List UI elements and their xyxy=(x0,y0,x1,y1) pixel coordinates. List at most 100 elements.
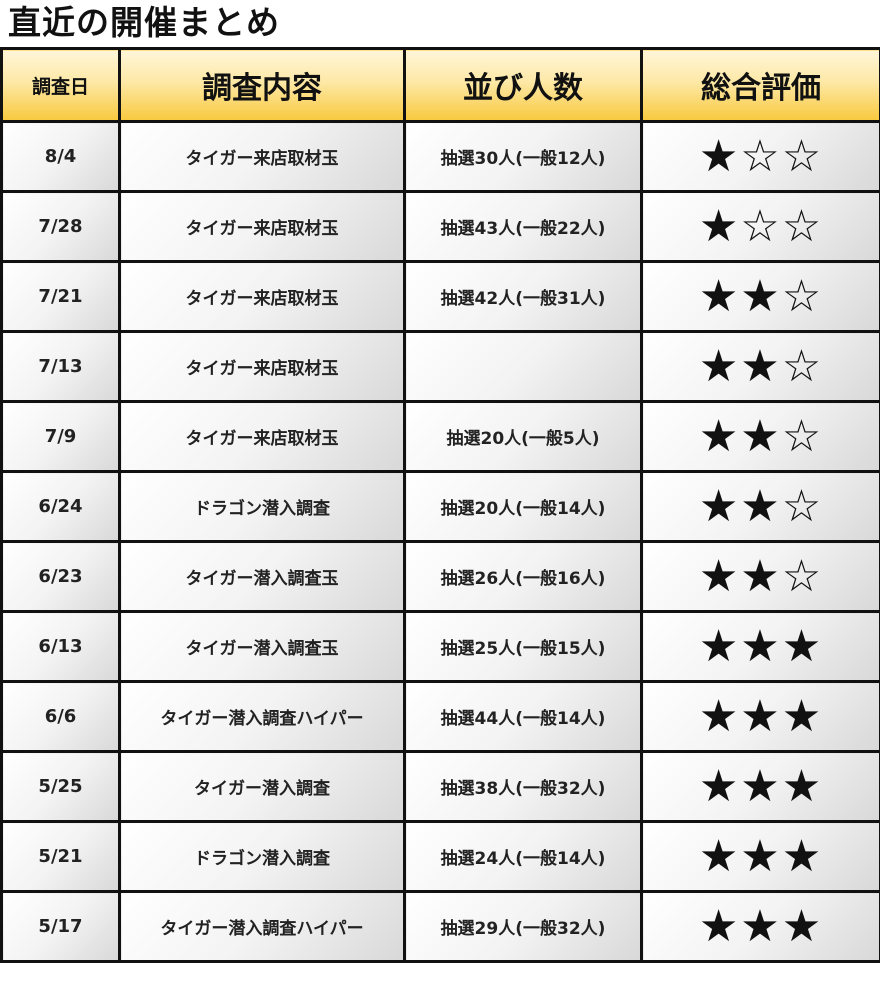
star-filled-icon: ★ xyxy=(698,270,741,322)
queue-cell: 抽選38人(一般32人) xyxy=(403,750,643,823)
star-filled-icon: ★ xyxy=(698,900,741,952)
date-cell: 7/28 xyxy=(0,190,121,263)
star-filled-icon: ★ xyxy=(740,760,782,812)
rating-cell: ★★★ xyxy=(640,750,880,823)
date-cell: 6/23 xyxy=(0,540,121,613)
star-empty-icon: ☆ xyxy=(740,130,782,182)
star-filled-icon: ★ xyxy=(698,130,741,182)
date-cell: 6/24 xyxy=(0,470,121,543)
star-filled-icon: ★ xyxy=(698,690,741,742)
star-filled-icon: ★ xyxy=(698,830,741,882)
date-cell: 8/4 xyxy=(0,120,121,193)
star-empty-icon: ☆ xyxy=(781,550,824,602)
header-content: 調査内容 xyxy=(118,47,406,123)
rating-cell: ★★★ xyxy=(640,610,880,683)
star-filled-icon: ★ xyxy=(781,760,824,812)
content-cell: タイガー潜入調査 xyxy=(118,750,406,823)
content-cell: タイガー来店取材玉 xyxy=(118,120,406,193)
star-filled-icon: ★ xyxy=(698,410,741,462)
header-rating: 総合評価 xyxy=(640,47,880,123)
page-title: 直近の開催まとめ xyxy=(8,3,280,42)
star-filled-icon: ★ xyxy=(740,690,782,742)
table-row: 5/17 タイガー潜入調査ハイパー 抽選29人(一般32人) ★★★ xyxy=(0,890,880,963)
date-cell: 5/21 xyxy=(0,820,121,893)
star-filled-icon: ★ xyxy=(740,410,782,462)
star-empty-icon: ☆ xyxy=(781,270,824,322)
star-filled-icon: ★ xyxy=(740,480,782,532)
header-queue: 並び人数 xyxy=(403,47,643,123)
rating-cell: ★☆☆ xyxy=(640,120,880,193)
star-filled-icon: ★ xyxy=(740,900,782,952)
table-row: 8/4 タイガー来店取材玉 抽選30人(一般12人) ★☆☆ xyxy=(0,120,880,193)
rating-cell: ★★☆ xyxy=(640,260,880,333)
date-cell: 7/13 xyxy=(0,330,121,403)
star-empty-icon: ☆ xyxy=(740,200,782,252)
star-filled-icon: ★ xyxy=(698,620,741,672)
star-empty-icon: ☆ xyxy=(781,480,824,532)
star-filled-icon: ★ xyxy=(781,830,824,882)
star-empty-icon: ☆ xyxy=(781,340,824,392)
table-header-row: 調査日 調査内容 並び人数 総合評価 xyxy=(0,47,880,123)
table-row: 6/13 タイガー潜入調査玉 抽選25人(一般15人) ★★★ xyxy=(0,610,880,683)
star-filled-icon: ★ xyxy=(740,830,782,882)
star-filled-icon: ★ xyxy=(740,550,782,602)
table-row: 7/28 タイガー来店取材玉 抽選43人(一般22人) ★☆☆ xyxy=(0,190,880,263)
content-cell: タイガー潜入調査玉 xyxy=(118,610,406,683)
star-empty-icon: ☆ xyxy=(781,410,824,462)
rating-cell: ★★★ xyxy=(640,890,880,963)
content-cell: ドラゴン潜入調査 xyxy=(118,820,406,893)
table-row: 6/23 タイガー潜入調査玉 抽選26人(一般16人) ★★☆ xyxy=(0,540,880,613)
table-row: 7/13 タイガー来店取材玉 ★★☆ xyxy=(0,330,880,403)
rating-cell: ★★☆ xyxy=(640,330,880,403)
content-cell: タイガー来店取材玉 xyxy=(118,330,406,403)
queue-cell: 抽選24人(一般14人) xyxy=(403,820,643,893)
table-row: 5/21 ドラゴン潜入調査 抽選24人(一般14人) ★★★ xyxy=(0,820,880,893)
content-cell: タイガー来店取材玉 xyxy=(118,190,406,263)
star-filled-icon: ★ xyxy=(740,270,782,322)
star-filled-icon: ★ xyxy=(740,620,782,672)
queue-cell: 抽選44人(一般14人) xyxy=(403,680,643,753)
content-cell: タイガー潜入調査玉 xyxy=(118,540,406,613)
date-cell: 6/13 xyxy=(0,610,121,683)
star-empty-icon: ☆ xyxy=(781,130,824,182)
queue-cell xyxy=(403,330,643,403)
table-row: 5/25 タイガー潜入調査 抽選38人(一般32人) ★★★ xyxy=(0,750,880,823)
header-date: 調査日 xyxy=(0,47,121,123)
date-cell: 7/21 xyxy=(0,260,121,333)
queue-cell: 抽選20人(一般14人) xyxy=(403,470,643,543)
star-filled-icon: ★ xyxy=(698,340,741,392)
queue-cell: 抽選42人(一般31人) xyxy=(403,260,643,333)
queue-cell: 抽選29人(一般32人) xyxy=(403,890,643,963)
star-filled-icon: ★ xyxy=(740,340,782,392)
event-summary-table: 調査日 調査内容 並び人数 総合評価 8/4 タイガー来店取材玉 抽選30人(一般1… xyxy=(0,47,880,963)
content-cell: タイガー潜入調査ハイパー xyxy=(118,680,406,753)
content-cell: タイガー来店取材玉 xyxy=(118,260,406,333)
date-cell: 6/6 xyxy=(0,680,121,753)
star-filled-icon: ★ xyxy=(698,480,741,532)
star-filled-icon: ★ xyxy=(698,200,741,252)
date-cell: 5/25 xyxy=(0,750,121,823)
star-empty-icon: ☆ xyxy=(781,200,824,252)
star-filled-icon: ★ xyxy=(698,760,741,812)
queue-cell: 抽選43人(一般22人) xyxy=(403,190,643,263)
table-row: 7/9 タイガー来店取材玉 抽選20人(一般5人) ★★☆ xyxy=(0,400,880,473)
content-cell: ドラゴン潜入調査 xyxy=(118,470,406,543)
star-filled-icon: ★ xyxy=(781,900,824,952)
table-row: 6/24 ドラゴン潜入調査 抽選20人(一般14人) ★★☆ xyxy=(0,470,880,543)
rating-cell: ★★☆ xyxy=(640,470,880,543)
queue-cell: 抽選30人(一般12人) xyxy=(403,120,643,193)
table-row: 7/21 タイガー来店取材玉 抽選42人(一般31人) ★★☆ xyxy=(0,260,880,333)
rating-cell: ★☆☆ xyxy=(640,190,880,263)
rating-cell: ★★☆ xyxy=(640,540,880,613)
rating-cell: ★★★ xyxy=(640,820,880,893)
content-cell: タイガー潜入調査ハイパー xyxy=(118,890,406,963)
rating-cell: ★★☆ xyxy=(640,400,880,473)
queue-cell: 抽選25人(一般15人) xyxy=(403,610,643,683)
queue-cell: 抽選20人(一般5人) xyxy=(403,400,643,473)
star-filled-icon: ★ xyxy=(698,550,741,602)
content-cell: タイガー来店取材玉 xyxy=(118,400,406,473)
star-filled-icon: ★ xyxy=(781,690,824,742)
date-cell: 7/9 xyxy=(0,400,121,473)
table-row: 6/6 タイガー潜入調査ハイパー 抽選44人(一般14人) ★★★ xyxy=(0,680,880,753)
queue-cell: 抽選26人(一般16人) xyxy=(403,540,643,613)
